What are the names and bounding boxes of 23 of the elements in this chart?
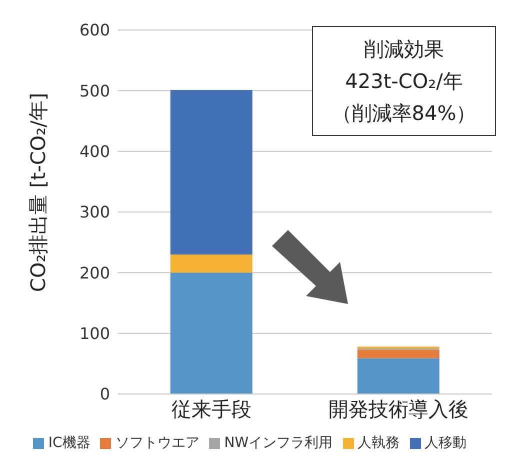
legend-label: ソフトウエア <box>115 435 200 451</box>
x-tick-label: 従来手段 <box>172 397 252 422</box>
legend-label: 人執務 <box>358 435 400 451</box>
y-axis-title: CO₂排出量 [t-CO₂/年] <box>26 92 50 292</box>
bar <box>357 350 440 358</box>
legend-label: IC機器 <box>48 435 90 451</box>
bar <box>170 272 252 394</box>
bar <box>170 90 252 254</box>
x-tick-label: 開発技術導入後 <box>328 397 468 422</box>
annotation: 削減効果 <box>363 36 445 63</box>
bar <box>170 254 252 273</box>
legend-label: NWインフラ利用 <box>224 435 333 451</box>
y-tick-label: 500 <box>79 81 110 100</box>
y-tick-label: 400 <box>79 142 110 162</box>
y-tick-label: 300 <box>79 202 110 222</box>
legend-label: 人移動 <box>424 435 467 451</box>
annotation: （削減率84%） <box>330 100 478 127</box>
y-tick-label: 0 <box>100 384 110 404</box>
y-tick-label: 600 <box>79 20 110 40</box>
y-tick-label: 200 <box>79 263 110 282</box>
y-tick-label: 100 <box>79 324 110 344</box>
annotation: 423t-CO₂/年 <box>344 68 464 95</box>
bar <box>357 358 440 394</box>
